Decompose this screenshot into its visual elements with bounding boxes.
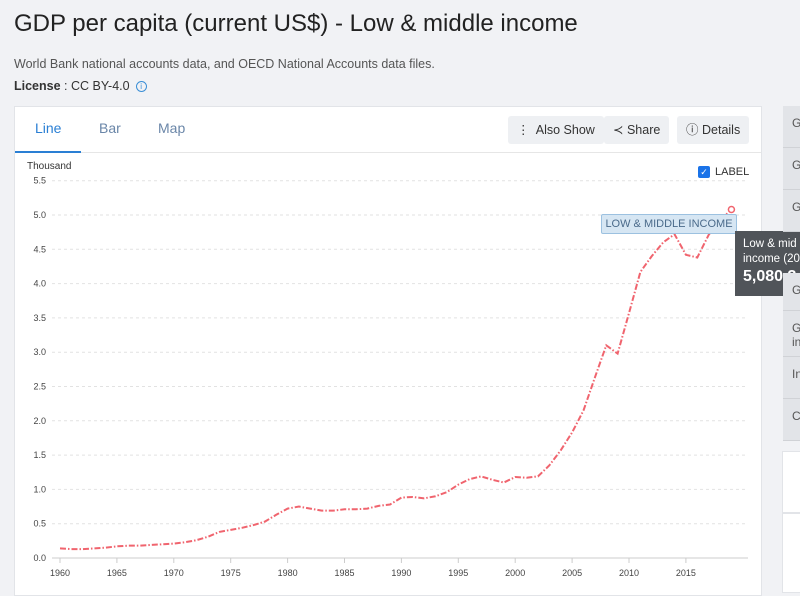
tab-map[interactable]: Map bbox=[158, 120, 186, 136]
related-item[interactable]: In bbox=[783, 357, 800, 399]
page-title: GDP per capita (current US$) - Low & mid… bbox=[14, 10, 578, 37]
y-tick-label: 1.0 bbox=[33, 484, 46, 494]
related-item[interactable]: G bbox=[783, 190, 800, 232]
x-tick-label: 1980 bbox=[278, 568, 298, 578]
x-tick-label: 1960 bbox=[50, 568, 70, 578]
related-item[interactable]: C bbox=[783, 399, 800, 441]
license: License : CC BY-4.0 i bbox=[14, 79, 147, 93]
details-label: Details bbox=[702, 123, 741, 137]
y-tick-label: 2.0 bbox=[33, 416, 46, 426]
y-tick-label: 4.5 bbox=[33, 244, 46, 254]
x-tick-label: 2015 bbox=[676, 568, 696, 578]
also-show-button[interactable]: ⋮ Also Show bbox=[508, 116, 604, 144]
related-item[interactable]: G bbox=[783, 148, 800, 190]
x-tick-label: 1975 bbox=[221, 568, 241, 578]
share-label: Share bbox=[626, 123, 661, 137]
related-item[interactable]: G bbox=[783, 273, 800, 311]
x-tick-label: 2010 bbox=[619, 568, 639, 578]
info-icon[interactable]: i bbox=[135, 81, 147, 92]
line-chart: 0.0 0.5 1.0 1.5 2.0 2.5 3.0 3.5 4.0 4.5 5.0 5.5 1960… bbox=[33, 176, 748, 578]
x-tick-label: 1990 bbox=[391, 568, 411, 578]
active-tab-indicator bbox=[15, 151, 81, 153]
y-axis-unit: Thousand bbox=[27, 161, 72, 172]
y-tick-label: 5.0 bbox=[33, 210, 46, 220]
share-button[interactable]: ≺ Share bbox=[604, 116, 670, 144]
share-icon: ≺ bbox=[613, 123, 624, 137]
related-card[interactable] bbox=[782, 451, 800, 513]
series-label: LOW & MIDDLE INCOME bbox=[601, 214, 737, 234]
info-circle-icon: ⓘ bbox=[686, 123, 699, 137]
chart-card: Line Bar Map ⋮ Also Show ≺ Share ⓘ Detai… bbox=[14, 106, 762, 596]
tooltip-line2: income (20 bbox=[743, 253, 800, 265]
tooltip-line1: Low & mid bbox=[743, 238, 797, 250]
related-item[interactable]: G in bbox=[783, 311, 800, 357]
data-point-marker bbox=[727, 205, 736, 214]
y-tick-label: 3.5 bbox=[33, 313, 46, 323]
checkbox-checked-icon: ✓ bbox=[698, 166, 710, 178]
y-tick-label: 2.5 bbox=[33, 382, 46, 392]
x-tick-label: 1965 bbox=[107, 568, 127, 578]
x-tick-label: 1985 bbox=[334, 568, 354, 578]
label-checkbox-text: LABEL bbox=[715, 166, 750, 178]
tab-bar[interactable]: Bar bbox=[99, 120, 121, 136]
details-button[interactable]: ⓘ Details bbox=[677, 116, 750, 144]
x-tick-label: 1995 bbox=[448, 568, 468, 578]
y-tick-label: 1.5 bbox=[33, 450, 46, 460]
also-show-label: Also Show bbox=[535, 123, 595, 137]
related-card[interactable] bbox=[782, 513, 800, 593]
license-label: License bbox=[14, 79, 61, 93]
more-vert-icon: ⋮ bbox=[517, 123, 530, 137]
series-line bbox=[59, 208, 733, 551]
source-text: World Bank national accounts data, and O… bbox=[14, 57, 435, 71]
label-checkbox[interactable]: ✓ LABEL bbox=[698, 166, 749, 178]
related-item[interactable]: G bbox=[783, 106, 800, 148]
y-tick-label: 5.5 bbox=[33, 176, 46, 186]
x-tick-label: 2000 bbox=[505, 568, 525, 578]
y-tick-label: 3.0 bbox=[33, 347, 46, 357]
y-tick-label: 0.0 bbox=[33, 553, 46, 563]
chart-tabs: Line Bar Map ⋮ Also Show ≺ Share ⓘ Detai… bbox=[15, 107, 761, 153]
x-tick-label: 2005 bbox=[562, 568, 582, 578]
y-tick-label: 4.0 bbox=[33, 279, 46, 289]
x-tick-label: 1970 bbox=[164, 568, 184, 578]
y-tick-label: 0.5 bbox=[33, 519, 46, 529]
tab-line[interactable]: Line bbox=[35, 120, 62, 136]
license-value: : CC BY-4.0 bbox=[64, 79, 130, 93]
